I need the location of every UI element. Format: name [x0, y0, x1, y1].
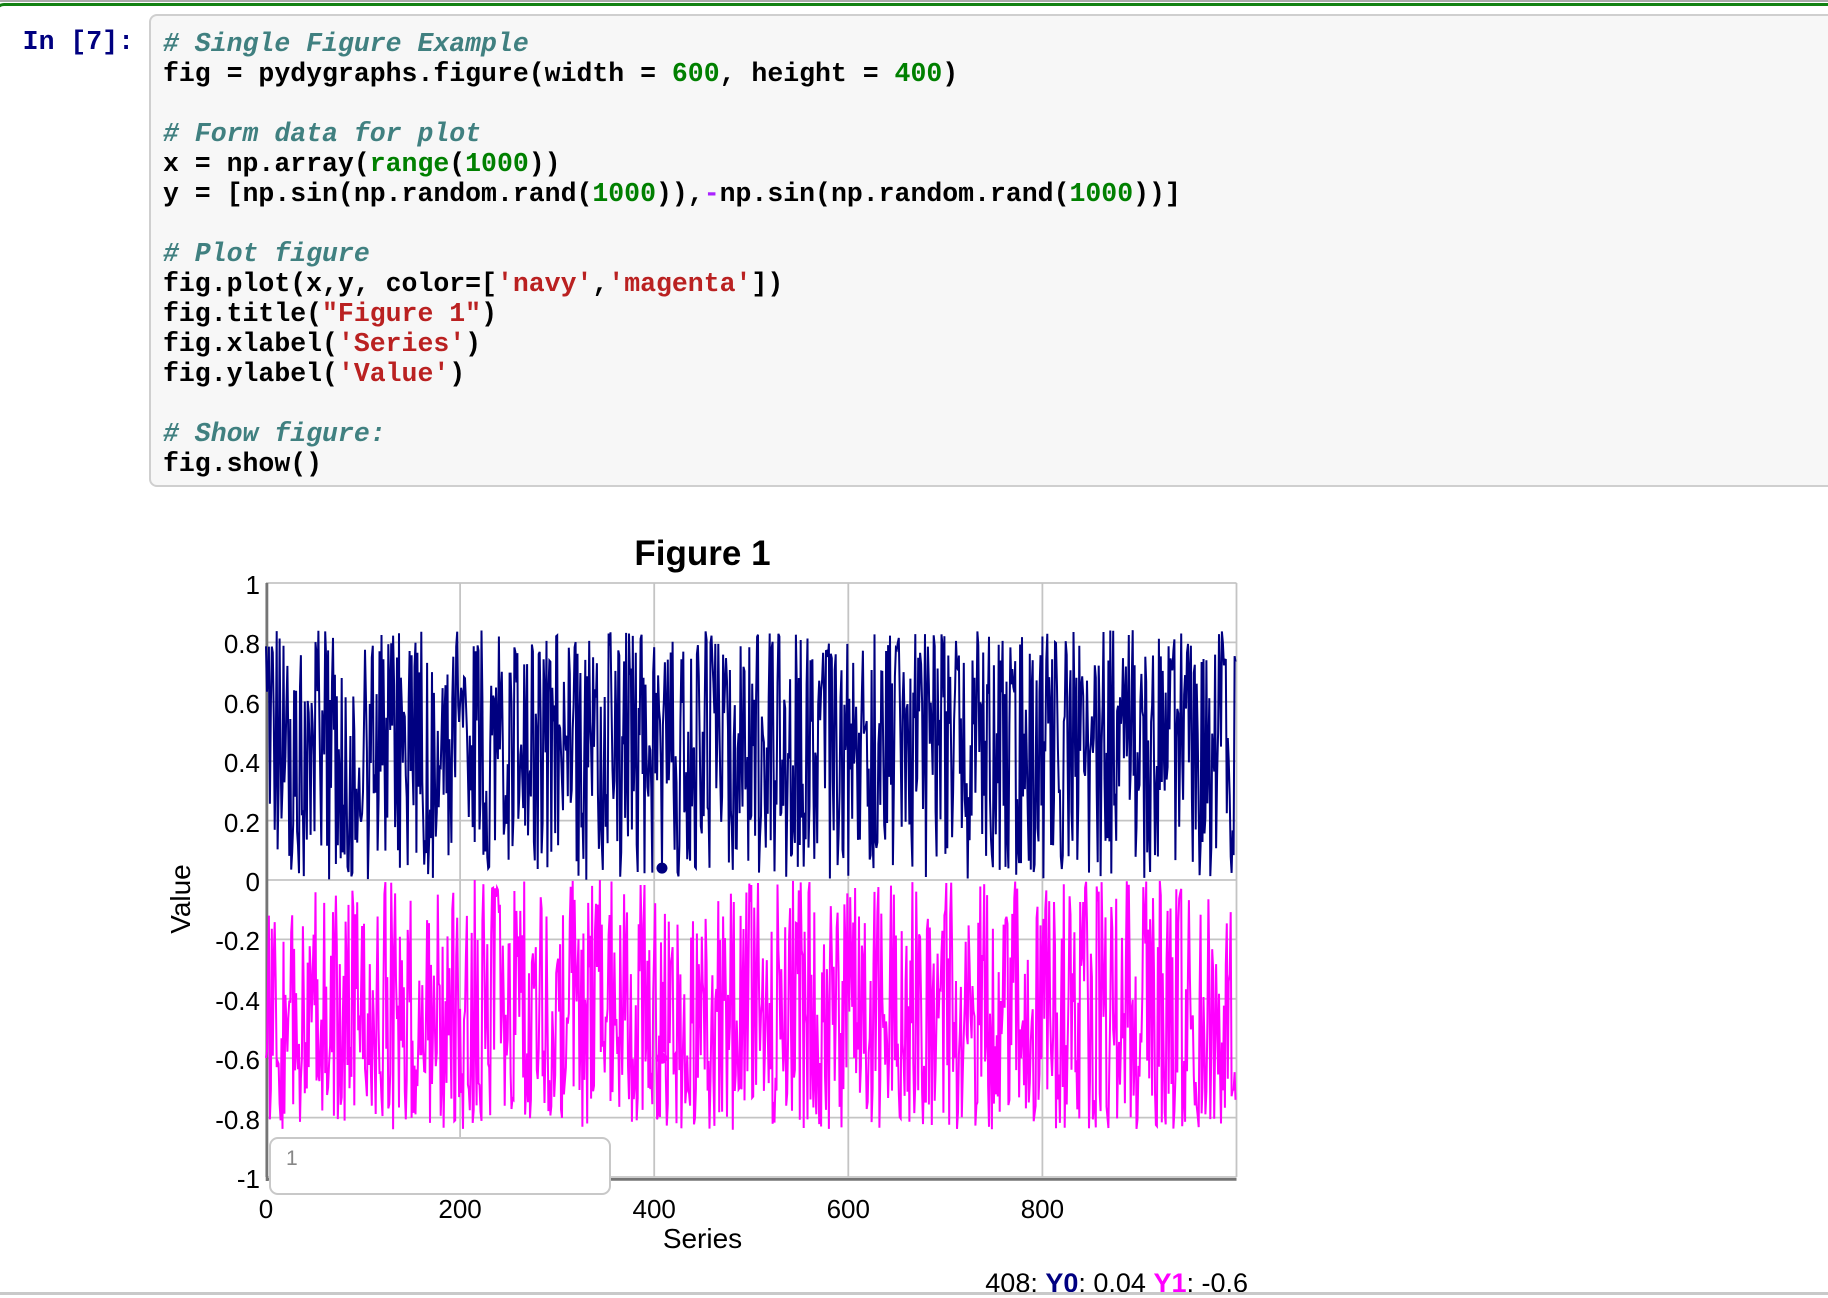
- code-token: (: [449, 149, 466, 179]
- code-token: ,: [592, 269, 609, 299]
- y-tick-label: -1: [236, 1164, 260, 1194]
- code-token: 'navy': [496, 269, 593, 299]
- y-tick-label: -0.6: [215, 1045, 260, 1076]
- code-line: fig.show(): [163, 449, 1828, 479]
- code-token: ): [481, 299, 497, 329]
- input-prompt: In [7]:: [22, 27, 134, 57]
- code-token: -: [703, 179, 720, 209]
- y-tick-label: -0.4: [215, 985, 260, 1016]
- code-token: "Figure 1": [322, 299, 482, 329]
- code-token: )): [528, 149, 561, 179]
- code-token: fig.show(): [163, 449, 323, 479]
- code-line: # Single Figure Example: [163, 29, 1828, 59]
- code-token: fig = pydygraphs.figure(width =: [163, 59, 672, 89]
- y-tick-label: -0.8: [215, 1104, 260, 1135]
- x-tick-label: 600: [826, 1194, 870, 1224]
- y-tick-label: 0: [245, 867, 260, 897]
- toolbar-bottom-divider: [0, 0, 1828, 2]
- code-line: y = [np.sin(np.random.rand(1000)),-np.si…: [163, 179, 1828, 209]
- code-token: , height =: [719, 59, 895, 89]
- code-token: range: [369, 149, 450, 179]
- y-tick-label: 0.6: [223, 688, 260, 719]
- code-line: fig.title("Figure 1"): [163, 299, 1828, 329]
- code-token: ): [449, 359, 466, 389]
- code-token: x = np.array(: [163, 149, 370, 179]
- code-token: 1000: [1069, 179, 1134, 209]
- code-token: # Plot figure: [163, 239, 370, 269]
- code-line: fig.ylabel('Value'): [163, 359, 1828, 389]
- code-token: 'magenta': [608, 269, 752, 299]
- highlight-dot-Y1: [656, 1052, 668, 1064]
- code-line: fig.xlabel('Series'): [163, 329, 1828, 359]
- code-token: ]): [751, 269, 784, 299]
- code-line: # Plot figure: [163, 239, 1828, 269]
- code-token: ))]: [1133, 179, 1181, 209]
- code-token: np.sin(np.random.rand(: [719, 179, 1070, 209]
- code-token: 600: [671, 59, 720, 89]
- code-token: 'Series': [337, 329, 466, 359]
- chart-title: Figure 1: [634, 534, 771, 573]
- code-line: fig = pydygraphs.figure(width = 600, hei…: [163, 59, 1828, 89]
- code-token: ): [942, 59, 959, 89]
- code-line: [163, 89, 1828, 119]
- x-tick-label: 800: [1020, 1194, 1065, 1224]
- code-token: # Single Figure Example: [163, 29, 529, 59]
- code-line: # Form data for plot: [163, 119, 1828, 149]
- y-tick-label: 0.2: [223, 807, 260, 838]
- code-line: fig.plot(x,y, color=['navy','magenta']): [163, 269, 1828, 299]
- x-tick-label: 0: [258, 1194, 274, 1224]
- code-token: fig.ylabel(: [163, 359, 338, 389]
- code-token: fig.xlabel(: [163, 329, 338, 359]
- series-line-Y0: [265, 630, 1237, 880]
- y-tick-label: 0.8: [223, 629, 260, 660]
- y-tick-label: 0.4: [223, 748, 260, 779]
- code-token: fig.title(: [163, 299, 323, 329]
- code-token: 'Value': [337, 359, 450, 389]
- code-token: 1000: [465, 149, 529, 179]
- series-line-Y1: [265, 879, 1237, 1130]
- plot-area: [265, 582, 1238, 1181]
- code-token: # Form data for plot: [163, 119, 482, 149]
- code-line: [163, 389, 1828, 419]
- y-tick-label: -0.2: [215, 926, 260, 957]
- code-token: 400: [894, 59, 943, 89]
- selected-cell-border: [0, 3, 1828, 27]
- code-token: y = [np.sin(np.random.rand(: [163, 179, 593, 209]
- x-tick-label: 400: [632, 1194, 676, 1224]
- code-line: # Show figure:: [163, 419, 1828, 449]
- x-tick-label: 200: [438, 1194, 482, 1224]
- code-token: ): [465, 329, 482, 359]
- roller-input[interactable]: [269, 1137, 611, 1195]
- y-tick-label: 1: [245, 570, 260, 600]
- code-line: [163, 209, 1828, 239]
- code-editor[interactable]: # Single Figure Example fig = pydygraphs.…: [149, 14, 1828, 487]
- next-cell-divider: [0, 1292, 1828, 1295]
- dygraph-chart[interactable]: Figure 1 Value 1 0.8 0.6 0.4 0.2 0 -0.2 -0.4 -0.…: [165, 516, 1248, 1298]
- code-token: )),: [656, 179, 704, 209]
- code-token: 1000: [592, 179, 656, 209]
- code-line: x = np.array(range(1000)): [163, 149, 1828, 179]
- code-token: # Show figure:: [163, 419, 386, 449]
- code-text: # Single Figure Example fig = pydygraphs.…: [163, 29, 1828, 479]
- highlight-dot-Y0: [656, 862, 668, 874]
- code-token: fig.plot(x,y, color=[: [163, 269, 497, 299]
- x-axis-label: Series: [662, 1223, 743, 1254]
